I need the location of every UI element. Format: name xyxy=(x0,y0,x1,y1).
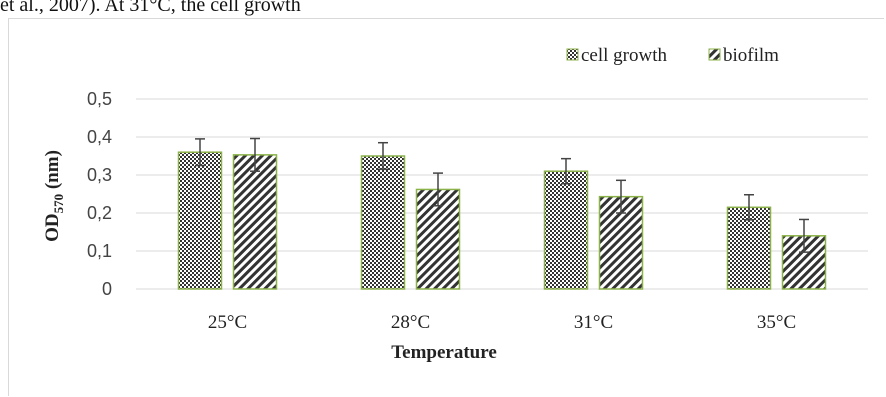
y-tick-label: 0,5 xyxy=(87,89,112,109)
bar-diagonal xyxy=(232,154,278,290)
legend-item: cell growth xyxy=(566,45,668,66)
bars xyxy=(177,151,827,290)
error-bar xyxy=(433,172,443,207)
x-axis-title: Temperature xyxy=(391,342,497,363)
bar-checker xyxy=(360,155,406,290)
error-bar xyxy=(616,179,626,214)
bar-checker xyxy=(726,206,772,290)
y-tick-label: 0,4 xyxy=(87,127,112,147)
x-category-label: 35°C xyxy=(757,312,796,333)
legend-item: biofilm xyxy=(708,45,779,66)
legend: cell growth biofilm xyxy=(566,45,779,66)
y-tick-label: 0,1 xyxy=(87,241,112,261)
y-tick-label: 0,3 xyxy=(87,165,112,185)
error-bar xyxy=(799,218,809,253)
x-category-label: 25°C xyxy=(208,312,247,333)
x-category-label: 31°C xyxy=(574,312,613,333)
legend-swatch xyxy=(566,48,579,61)
error-bar xyxy=(378,141,388,171)
y-axis-ticks: 0 0,1 0,2 0,3 0,4 0,5 xyxy=(87,89,112,299)
y-tick-label: 0 xyxy=(102,279,112,299)
error-bars xyxy=(195,137,809,253)
error-bar xyxy=(195,138,205,167)
bar-diagonal xyxy=(781,235,827,290)
chart-frame xyxy=(8,18,884,396)
legend-label: cell growth xyxy=(581,45,668,66)
y-axis-title-subscript: 570 xyxy=(51,194,66,214)
x-axis-categories: 25°C 28°C 31°C 35°C xyxy=(208,312,796,333)
y-axis-title-unit: (nm) xyxy=(42,150,63,194)
y-tick-label: 0,2 xyxy=(87,203,112,223)
y-axis-title-main: OD xyxy=(42,213,63,242)
legend-label: biofilm xyxy=(723,45,779,66)
x-category-label: 28°C xyxy=(391,312,430,333)
y-axis-title: OD570 (nm) xyxy=(42,150,66,242)
error-bar xyxy=(561,157,571,185)
bar-checker xyxy=(543,170,589,290)
bar-checker xyxy=(177,151,223,290)
error-bar xyxy=(744,194,754,221)
legend-swatch xyxy=(708,48,721,61)
error-bar xyxy=(250,137,260,172)
body-text-fragment: et al., 2007). At 31°C, the cell growth xyxy=(0,0,301,16)
